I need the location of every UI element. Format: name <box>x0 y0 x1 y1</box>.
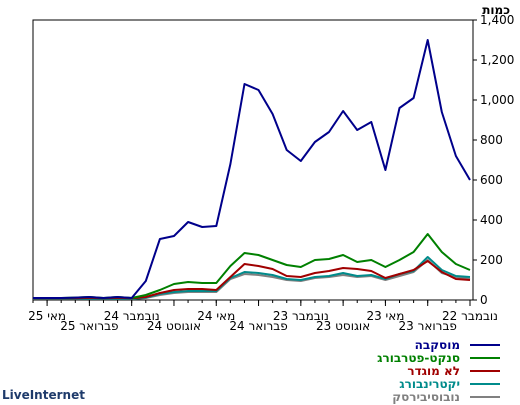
x-tick-label: נובמבר 22 <box>442 309 498 323</box>
y-tick-label: 600 <box>480 173 503 187</box>
x-tick-label: אוגוסט 24 <box>147 319 201 333</box>
plot-area <box>32 19 474 301</box>
y-tick-label: 200 <box>480 253 503 267</box>
y-tick-label: 400 <box>480 213 503 227</box>
y-tick-label: 1,200 <box>480 53 514 67</box>
x-tick-label: נובמבר 23 <box>273 309 329 323</box>
x-tick-label: מאי 23 <box>366 309 404 323</box>
x-tick-label: פברואר 24 <box>229 319 287 333</box>
x-tick-label: נובמבר 24 <box>104 309 160 323</box>
x-tick-label: פברואר 25 <box>60 319 118 333</box>
legend-label: יקטרינבורג <box>399 377 460 391</box>
legend-label: לא מוגדר <box>407 364 460 378</box>
y-tick-label: 0 <box>480 293 488 307</box>
series-line-0 <box>33 39 471 299</box>
y-axis-unit-label: כמות <box>482 3 510 17</box>
x-tick-label: פברואר 23 <box>399 319 457 333</box>
legend-label: סנקט-פטרבורג <box>377 351 460 365</box>
legend-label: נובוסיבירסק <box>392 390 460 404</box>
x-tick-label: מאי 24 <box>197 309 235 323</box>
y-tick-label: 800 <box>480 133 503 147</box>
x-tick-label: אוגוסט 23 <box>316 319 370 333</box>
legend-label: מוסקבה <box>415 338 460 352</box>
y-axis: 0 200 400 600 800 1,000 1,200 1,400 <box>473 13 514 307</box>
x-tick-label: מאי 25 <box>28 309 66 323</box>
brand-logo: LiveInternet <box>2 388 85 402</box>
y-tick-label: 1,400 <box>480 13 514 27</box>
y-tick-label: 1,000 <box>480 93 514 107</box>
series-lines <box>33 39 471 300</box>
